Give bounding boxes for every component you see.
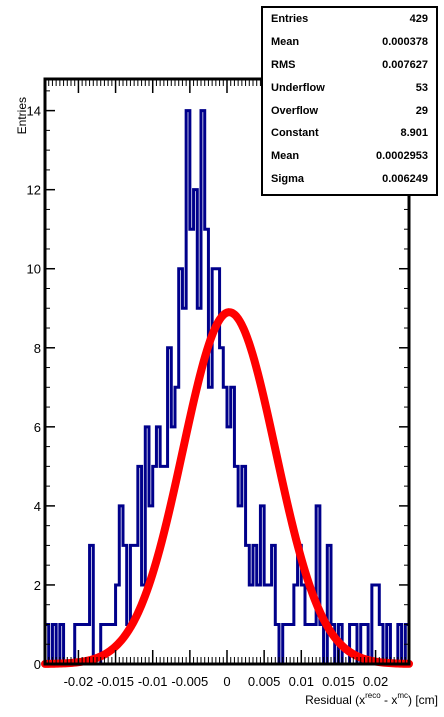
stats-label: Constant: [271, 127, 319, 140]
x-axis-title-prefix: Residual (x: [305, 693, 365, 707]
stats-value: 429: [409, 13, 428, 26]
x-axis-title-sup2: mc: [397, 691, 408, 700]
fit-layer: [41, 308, 413, 668]
stats-label: Mean: [271, 36, 300, 49]
stats-label: Mean: [271, 150, 300, 163]
y-tick-label: 10: [27, 262, 41, 277]
y-tick-label: 14: [27, 104, 41, 119]
histogram-steps: [45, 109, 409, 664]
x-axis-title-suffix: ) [cm]: [408, 693, 438, 707]
y-tick-label: 12: [27, 183, 41, 198]
gaussian-fit-curve: [41, 308, 413, 668]
stats-value: 8.901: [400, 127, 428, 140]
stats-row: Sigma 0.006249: [263, 168, 436, 191]
stats-row: Entries 429: [263, 8, 436, 31]
stats-value: 0.0002953: [376, 150, 428, 163]
stats-row: Overflow 29: [263, 99, 436, 122]
y-axis-title: Entries: [15, 97, 29, 134]
x-tick-label: 0.005: [248, 674, 281, 689]
y-tick-label: 0: [34, 657, 41, 672]
stats-value: 0.006249: [382, 172, 428, 185]
x-tick-label: 0.015: [322, 674, 355, 689]
stats-row: RMS 0.007627: [263, 54, 436, 77]
stats-label: Sigma: [271, 172, 305, 185]
y-tick-label: 8: [34, 341, 41, 356]
stats-value: 29: [415, 104, 428, 117]
x-axis-title-sup1: reco: [365, 691, 381, 700]
y-tick-label: 4: [34, 499, 41, 514]
x-tick-label: -0.005: [171, 674, 208, 689]
stats-value: 0.007627: [382, 58, 428, 71]
stats-label: RMS: [271, 58, 296, 71]
stats-value: 53: [415, 81, 428, 94]
stats-label: Underflow: [271, 81, 325, 94]
x-tick-label: -0.02: [64, 674, 94, 689]
x-axis-title-mid: - x: [381, 693, 398, 707]
stats-value: 0.000378: [382, 36, 428, 49]
stats-row: Mean 0.000378: [263, 31, 436, 54]
stats-row: Underflow 53: [263, 76, 436, 99]
stats-row: Mean 0.0002953: [263, 145, 436, 168]
stats-label: Entries: [271, 13, 309, 26]
x-tick-label: 0.02: [363, 674, 388, 689]
stats-label: Overflow: [271, 104, 319, 117]
x-tick-label: -0.01: [138, 674, 168, 689]
x-tick-label: 0: [223, 674, 230, 689]
y-tick-label: 2: [34, 578, 41, 593]
y-tick-label: 6: [34, 420, 41, 435]
x-tick-label: 0.01: [289, 674, 314, 689]
stats-rows: Entries 429 Mean 0.000378 RMS 0.007627 Underfl…: [263, 8, 436, 190]
stats-row: Constant 8.901: [263, 122, 436, 145]
histogram-layer: [45, 109, 409, 664]
x-axis-title: Residual (xreco - xmc) [cm]: [305, 691, 438, 707]
stats-box: Entries 429 Mean 0.000378 RMS 0.007627 Underfl…: [261, 6, 438, 196]
x-tick-label: -0.015: [97, 674, 134, 689]
